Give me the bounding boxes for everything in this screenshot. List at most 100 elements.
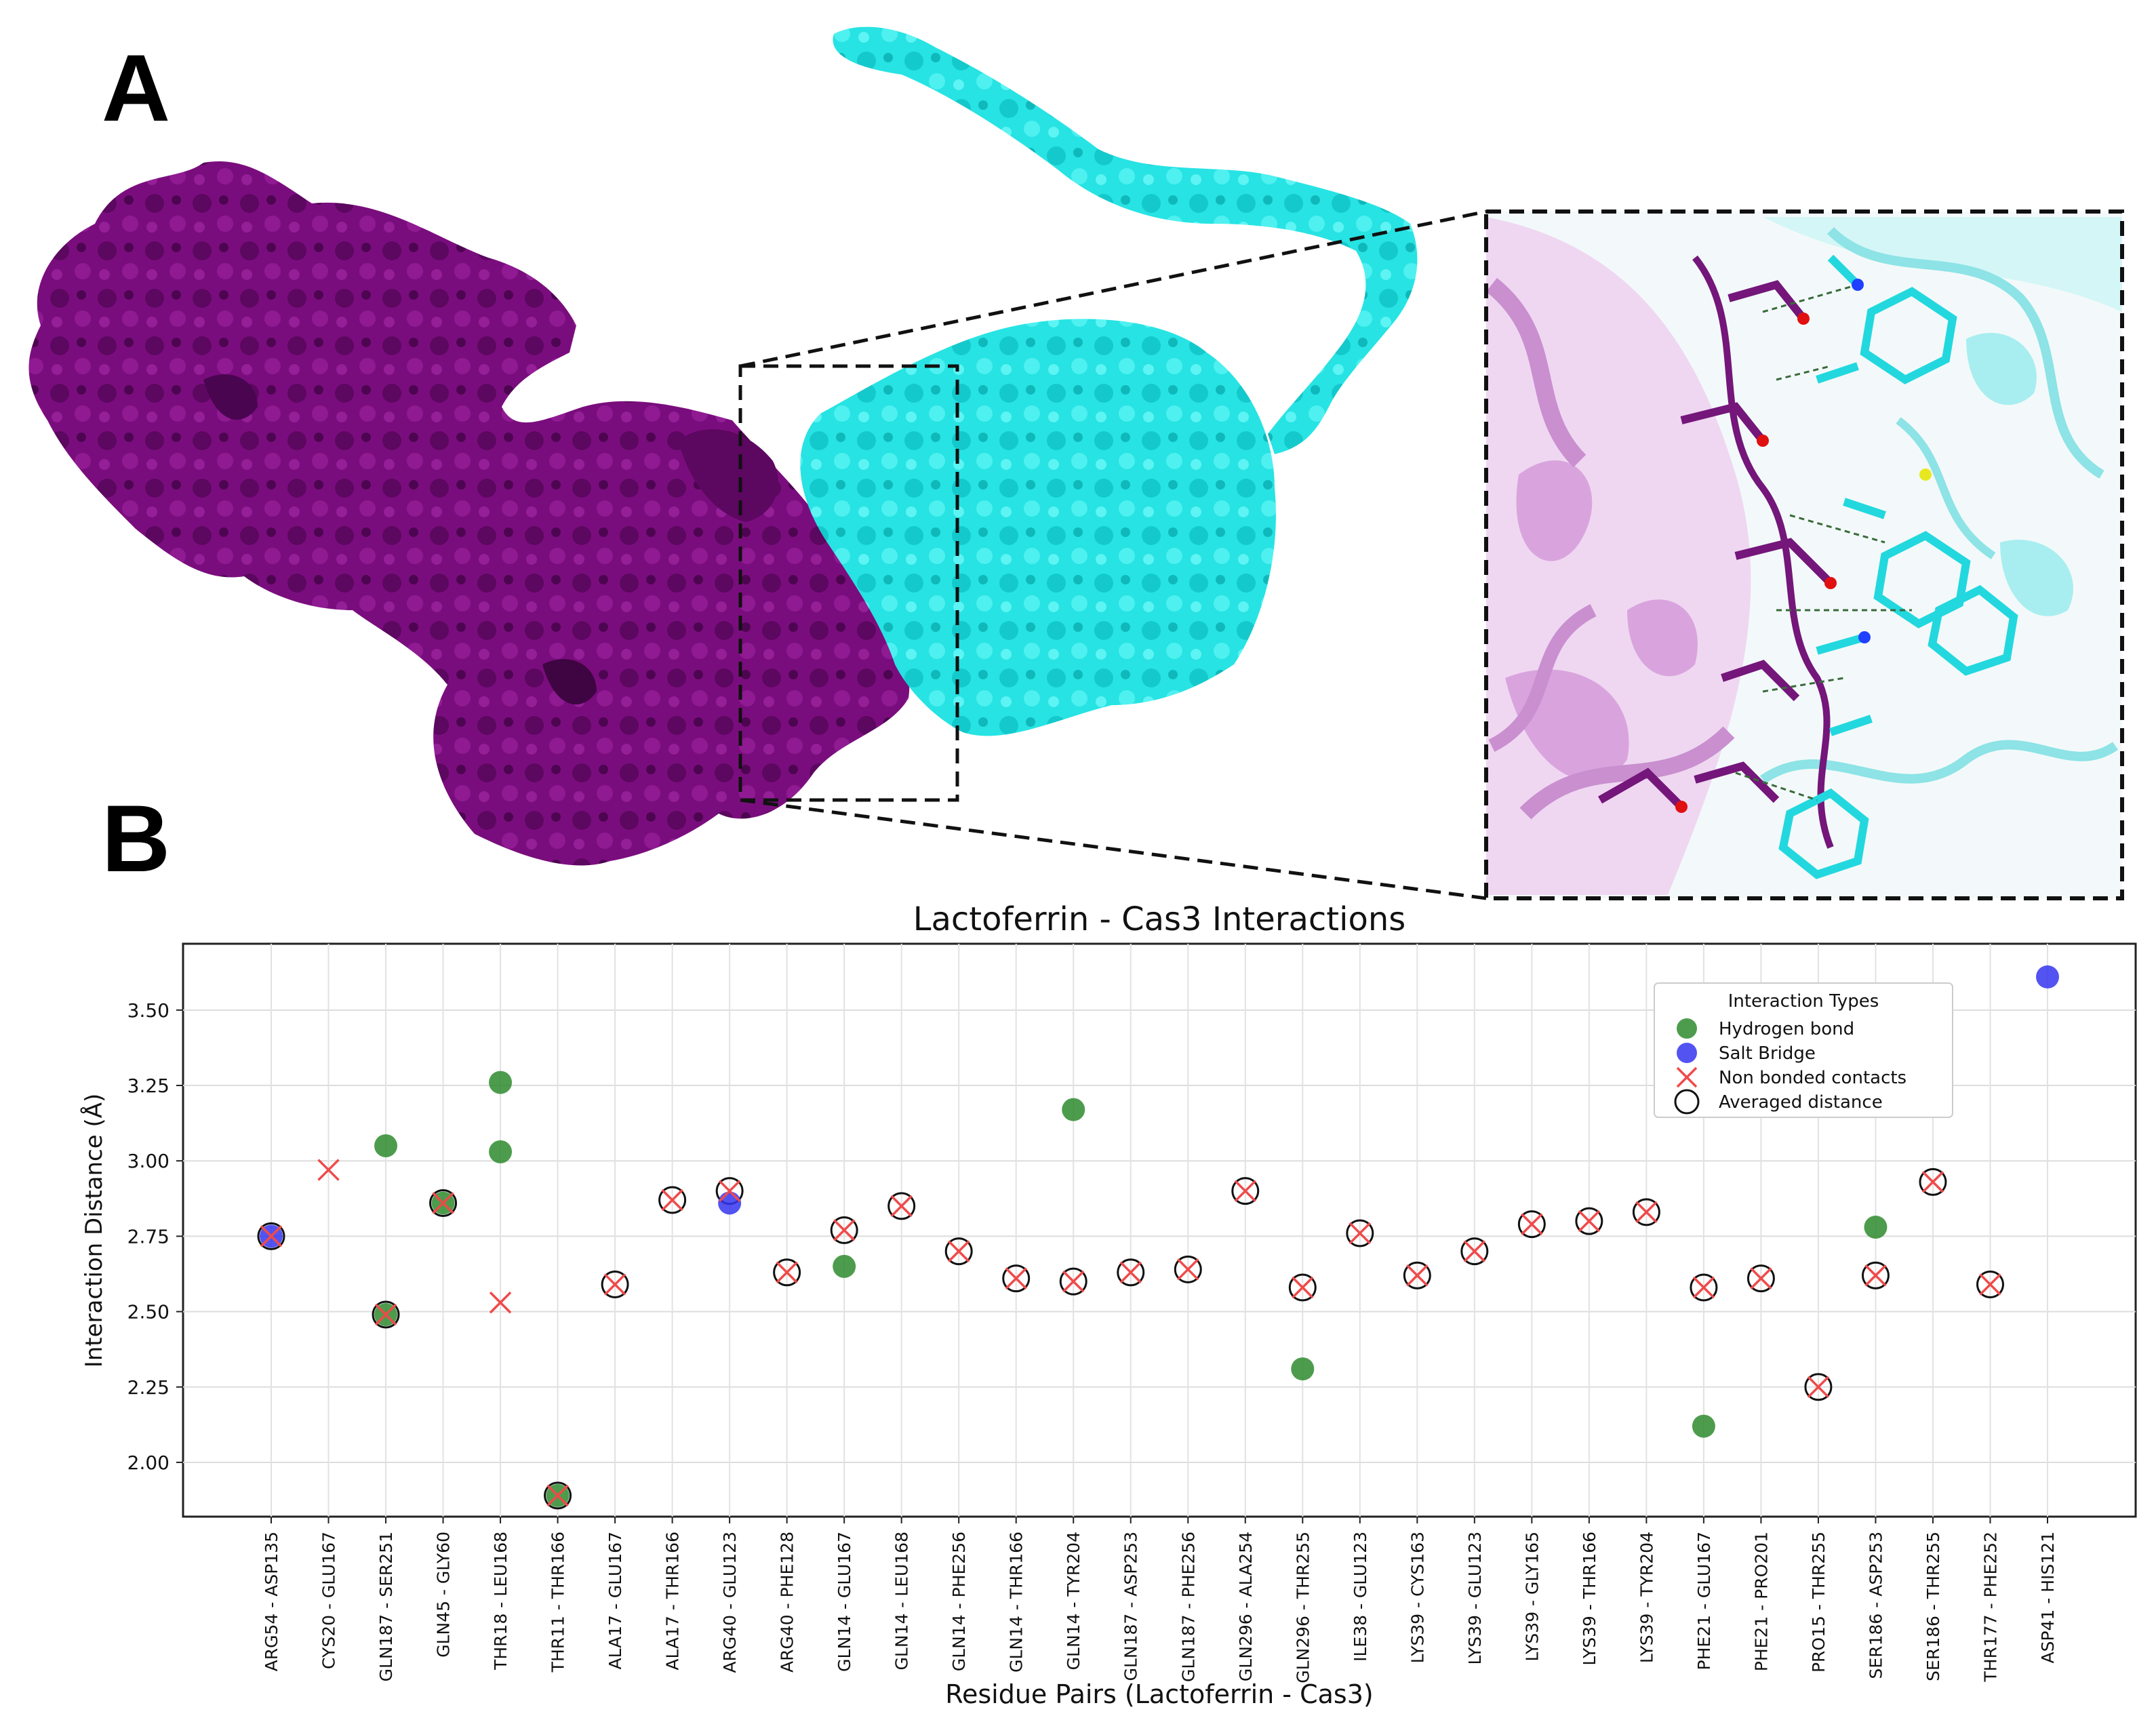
- point-averaged-distance: [773, 1258, 801, 1287]
- point-non-bonded-contacts: [890, 1195, 913, 1218]
- legend: Interaction Types Hydrogen bond Salt Bri…: [1654, 982, 1953, 1118]
- zoom-inset: [1484, 209, 2124, 900]
- point-averaged-distance: [887, 1192, 916, 1220]
- x-axis-label: Residue Pairs (Lactoferrin - Cas3): [945, 1679, 1373, 1709]
- point-non-bonded-contacts: [489, 1292, 512, 1314]
- y-axis-ticks: 2.00 2.25 2.50 2.75 3.00 3.25 3.50: [127, 999, 183, 1474]
- point-averaged-distance: [372, 1300, 400, 1329]
- point-non-bonded-contacts: [1578, 1210, 1601, 1233]
- x-tick-label: LYS39 - GLY165: [1522, 1532, 1542, 1661]
- x-tick-label: GLN14 - LEU168: [892, 1532, 912, 1670]
- lactoferrin-surface: [28, 161, 910, 866]
- point-non-bonded-contacts: [1692, 1276, 1715, 1299]
- point-non-bonded-contacts: [1521, 1213, 1543, 1235]
- point-non-bonded-contacts: [947, 1240, 970, 1262]
- point-averaged-distance: [1174, 1255, 1202, 1283]
- x-tick-label: GLN14 - GLU167: [835, 1532, 854, 1672]
- legend-label-salt-bridge: Salt Bridge: [1719, 1043, 1816, 1064]
- x-tick-label: GLN45 - GLY60: [434, 1532, 454, 1658]
- point-averaged-distance: [1231, 1177, 1260, 1205]
- y-tick-label: 3.25: [127, 1075, 169, 1097]
- x-tick-label: PHE21 - GLU167: [1694, 1532, 1714, 1670]
- point-non-bonded-contacts: [546, 1484, 569, 1507]
- x-tick-label: THR177 - PHE252: [1980, 1532, 2000, 1682]
- x-tick-label: ARG40 - PHE128: [778, 1532, 797, 1673]
- y-axis-label: Interaction Distance (Å): [80, 1094, 108, 1368]
- point-averaged-distance: [429, 1188, 458, 1217]
- point-averaged-distance: [257, 1222, 285, 1250]
- y-tick-label: 2.75: [127, 1225, 169, 1247]
- point-hydrogen-bond: [833, 1254, 856, 1278]
- x-tick-label: THR11 - THR166: [548, 1532, 568, 1673]
- x-tick-label: CYS20 - GLU167: [319, 1532, 339, 1669]
- y-tick-label: 3.50: [127, 999, 169, 1022]
- point-non-bonded-contacts: [1062, 1270, 1085, 1293]
- legend-label-averaged: Averaged distance: [1719, 1092, 1883, 1113]
- point-averaged-distance: [601, 1271, 629, 1299]
- point-hydrogen-bond: [374, 1134, 398, 1157]
- point-non-bonded-contacts: [374, 1303, 397, 1326]
- point-non-bonded-contacts: [1349, 1222, 1372, 1245]
- point-non-bonded-contacts: [1750, 1267, 1772, 1290]
- point-non-bonded-contacts: [833, 1219, 856, 1241]
- point-non-bonded-contacts: [718, 1180, 741, 1202]
- point-non-bonded-contacts: [603, 1273, 626, 1296]
- point-averaged-distance: [1575, 1207, 1603, 1235]
- x-tick-label: GLN14 - PHE256: [949, 1532, 969, 1671]
- legend-marker-salt-bridge: [1677, 1043, 1697, 1063]
- point-averaged-distance: [1288, 1273, 1317, 1302]
- x-tick-label: GLN296 - THR255: [1293, 1532, 1313, 1683]
- x-tick-label: ILE38 - GLU123: [1351, 1532, 1370, 1662]
- point-non-bonded-contacts: [1234, 1180, 1257, 1202]
- point-averaged-distance: [1403, 1261, 1431, 1290]
- x-tick-label: ALA17 - GLU167: [605, 1532, 625, 1670]
- panel-a-label: A: [102, 35, 170, 141]
- x-tick-label: THR18 - LEU168: [491, 1532, 511, 1671]
- point-hydrogen-bond: [489, 1071, 513, 1094]
- data-marks: [257, 965, 2059, 1510]
- point-averaged-distance: [1002, 1264, 1031, 1293]
- point-averaged-distance: [1746, 1264, 1775, 1293]
- x-tick-label: GLN187 - ASP253: [1121, 1532, 1141, 1681]
- zoom-source-box: [738, 364, 959, 802]
- point-non-bonded-contacts: [260, 1225, 283, 1247]
- point-non-bonded-contacts: [432, 1192, 454, 1214]
- legend-label-hydrogen-bond: Hydrogen bond: [1719, 1019, 1854, 1039]
- x-tick-label: ARG40 - GLU123: [720, 1532, 740, 1673]
- x-tick-label: ARG54 - ASP135: [262, 1532, 281, 1671]
- point-non-bonded-contacts: [1119, 1261, 1142, 1283]
- legend-marker-nonbonded: [1676, 1066, 1698, 1088]
- x-tick-label: GLN296 - ALA254: [1236, 1532, 1256, 1681]
- point-hydrogen-bond: [1291, 1357, 1315, 1381]
- legend-title: Interaction Types: [1728, 991, 1879, 1012]
- x-tick-label: GLN14 - THR166: [1007, 1532, 1026, 1673]
- point-averaged-distance: [1976, 1271, 2004, 1299]
- point-non-bonded-contacts: [317, 1159, 340, 1181]
- panel-b-label: B: [102, 785, 170, 892]
- point-salt-bridge: [2036, 965, 2059, 988]
- point-non-bonded-contacts: [1864, 1264, 1887, 1287]
- point-non-bonded-contacts: [1292, 1276, 1314, 1299]
- point-non-bonded-contacts: [661, 1188, 683, 1212]
- y-tick-label: 2.00: [127, 1452, 169, 1474]
- point-non-bonded-contacts: [1979, 1273, 2001, 1296]
- legend-frame: [1654, 982, 1953, 1118]
- y-tick-label: 2.25: [127, 1376, 169, 1399]
- cas3-surface: [800, 26, 1418, 736]
- y-tick-label: 2.50: [127, 1301, 169, 1323]
- legend-marker-averaged: [1674, 1089, 1700, 1115]
- point-non-bonded-contacts: [1921, 1171, 1944, 1193]
- point-averaged-distance: [658, 1186, 687, 1214]
- point-averaged-distance: [1460, 1237, 1489, 1266]
- x-tick-label: ALA17 - THR166: [663, 1532, 683, 1671]
- x-tick-label: LYS39 - CYS163: [1408, 1532, 1427, 1663]
- zoom-line-top: [740, 209, 1487, 368]
- x-tick-label: SER186 - ASP253: [1866, 1532, 1885, 1679]
- point-averaged-distance: [1919, 1167, 1947, 1196]
- point-hydrogen-bond: [489, 1140, 513, 1163]
- point-hydrogen-bond: [1692, 1414, 1715, 1438]
- x-tick-label: ASP41 - HIS121: [2038, 1532, 2058, 1664]
- point-averaged-distance: [1861, 1261, 1890, 1290]
- y-tick-label: 3.00: [127, 1150, 169, 1172]
- x-tick-label: GLN187 - SER251: [376, 1532, 396, 1681]
